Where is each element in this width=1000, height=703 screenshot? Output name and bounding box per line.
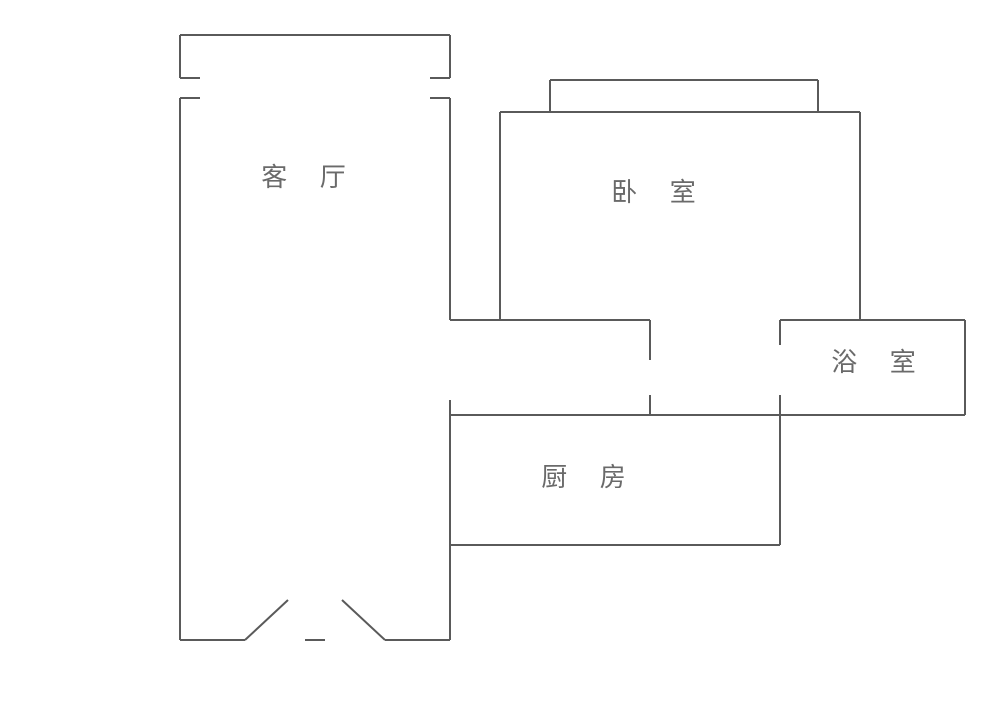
label-bedroom: 卧 室 — [611, 178, 709, 207]
wall-lines — [180, 35, 965, 640]
wall-lr-door-right — [342, 600, 385, 640]
label-bathroom: 浴 室 — [831, 348, 929, 377]
label-living-room: 客 厅 — [261, 163, 359, 192]
wall-lr-door-left — [245, 600, 288, 640]
label-kitchen: 厨 房 — [541, 463, 639, 492]
floor-plan: 客 厅 卧 室 浴 室 厨 房 — [0, 0, 1000, 703]
